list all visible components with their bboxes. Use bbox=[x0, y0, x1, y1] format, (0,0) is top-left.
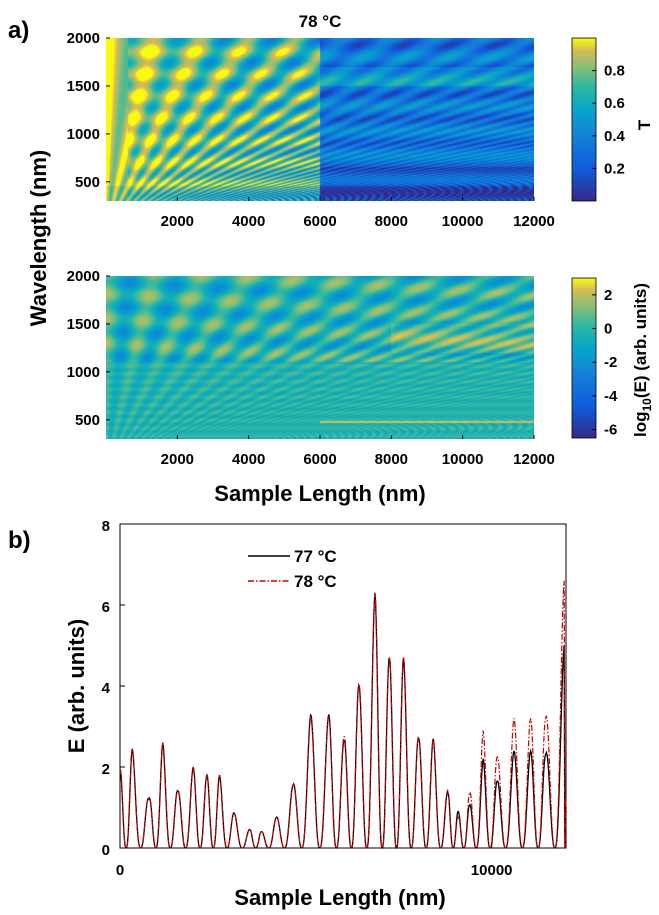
x-tick-label: 8000 bbox=[375, 451, 408, 468]
line-chart-y-axis-label: E (arb. units) bbox=[64, 619, 89, 753]
colorbar-tick-label: 0.8 bbox=[604, 63, 625, 80]
line-y-tick-label: 2 bbox=[102, 761, 110, 778]
x-tick-label: 4000 bbox=[232, 213, 265, 230]
y-tick-label: 500 bbox=[75, 412, 100, 429]
line-chart: 0 10000 0 2 4 6 8 77 °C 78 °C Sample Length (… bbox=[64, 518, 567, 910]
x-tick-label: 8000 bbox=[375, 213, 408, 230]
colorbar-field-label-base: log bbox=[631, 412, 650, 438]
colorbar-tick-label: 2 bbox=[604, 287, 612, 304]
x-tick-label: 12000 bbox=[513, 213, 555, 230]
colorbar-transmission-gradient bbox=[571, 37, 597, 202]
colorbar-field-label: log10(E) (arb. units) bbox=[631, 283, 654, 437]
series-78C-line bbox=[119, 580, 567, 850]
x-tick-label: 2000 bbox=[161, 451, 194, 468]
y-tick-label: 1500 bbox=[67, 316, 100, 333]
line-chart-y-ticks: 0 2 4 6 8 bbox=[102, 518, 125, 859]
legend-label-77C: 77 °C bbox=[294, 547, 337, 566]
line-chart-frame bbox=[119, 523, 567, 849]
heatmap-transmission-image bbox=[106, 38, 534, 201]
colorbar-tick-label: -4 bbox=[604, 388, 618, 405]
wavelength-axis-label: Wavelength (nm) bbox=[26, 150, 51, 326]
colorbar-tick-label: 0.4 bbox=[604, 128, 626, 145]
heatmap-transmission-y-ticks: 500 1000 1500 2000 bbox=[67, 30, 110, 191]
colorbar-field-label-sub: 10 bbox=[640, 398, 654, 412]
line-y-tick-label: 8 bbox=[102, 518, 110, 535]
panel-label-b: b) bbox=[8, 527, 31, 554]
heatmap-field-x-ticks: 2000 4000 6000 8000 10000 12000 bbox=[161, 435, 555, 468]
line-y-tick-label: 6 bbox=[102, 599, 110, 616]
x-tick-label: 2000 bbox=[161, 213, 194, 230]
x-tick-label: 6000 bbox=[303, 213, 336, 230]
heatmap-title: 78 °C bbox=[299, 12, 342, 31]
colorbar-transmission-label: T bbox=[635, 119, 654, 130]
panel-label-a: a) bbox=[8, 17, 29, 44]
y-tick-label: 1000 bbox=[67, 364, 100, 381]
line-chart-legend: 77 °C 78 °C bbox=[248, 547, 337, 591]
line-y-tick-label: 0 bbox=[102, 842, 110, 859]
x-tick-label: 4000 bbox=[232, 451, 265, 468]
y-tick-label: 1500 bbox=[67, 78, 100, 95]
colorbar-tick-label: 0 bbox=[604, 321, 612, 338]
colorbar-field-gradient bbox=[571, 277, 597, 439]
colorbar-tick-label: 0.2 bbox=[604, 160, 625, 177]
x-tick-label: 10000 bbox=[442, 213, 484, 230]
line-y-tick-label: 4 bbox=[102, 680, 111, 697]
y-tick-label: 2000 bbox=[67, 268, 100, 285]
line-x-tick-label: 10000 bbox=[471, 862, 513, 879]
colorbar-field-label-rest: (E) (arb. units) bbox=[631, 283, 650, 398]
heatmap-x-axis-label: Sample Length (nm) bbox=[214, 481, 425, 506]
colorbar-tick-label: -6 bbox=[604, 422, 617, 439]
legend-label-78C: 78 °C bbox=[294, 572, 337, 591]
colorbar-transmission-ticks: 0.2 0.4 0.6 0.8 bbox=[592, 63, 626, 177]
heatmap-field: 2000 4000 6000 8000 10000 12000 500 1000 1500 20… bbox=[67, 268, 555, 468]
line-x-tick-label: 0 bbox=[116, 862, 124, 879]
y-tick-label: 2000 bbox=[67, 30, 100, 47]
heatmap-transmission: 2000 4000 6000 8000 10000 12000 500 1000 1500 20… bbox=[67, 30, 555, 230]
heatmap-transmission-x-ticks: 2000 4000 6000 8000 10000 12000 bbox=[161, 197, 555, 230]
colorbar-field: 2 0 -2 -4 -6 log10(E) (arb. units) bbox=[571, 277, 654, 439]
x-tick-label: 6000 bbox=[303, 451, 336, 468]
colorbar-tick-label: 0.6 bbox=[604, 95, 625, 112]
line-chart-x-axis-label: Sample Length (nm) bbox=[234, 885, 445, 910]
y-tick-label: 1000 bbox=[67, 126, 100, 143]
colorbar-field-ticks: 2 0 -2 -4 -6 bbox=[592, 287, 618, 439]
x-tick-label: 12000 bbox=[513, 451, 555, 468]
colorbar-transmission: 0.2 0.4 0.6 0.8 T bbox=[571, 37, 654, 202]
heatmap-field-image bbox=[106, 276, 534, 439]
colorbar-tick-label: -2 bbox=[604, 354, 617, 371]
y-tick-label: 500 bbox=[75, 174, 100, 191]
heatmap-field-y-ticks: 500 1000 1500 2000 bbox=[67, 268, 110, 429]
x-tick-label: 10000 bbox=[442, 451, 484, 468]
